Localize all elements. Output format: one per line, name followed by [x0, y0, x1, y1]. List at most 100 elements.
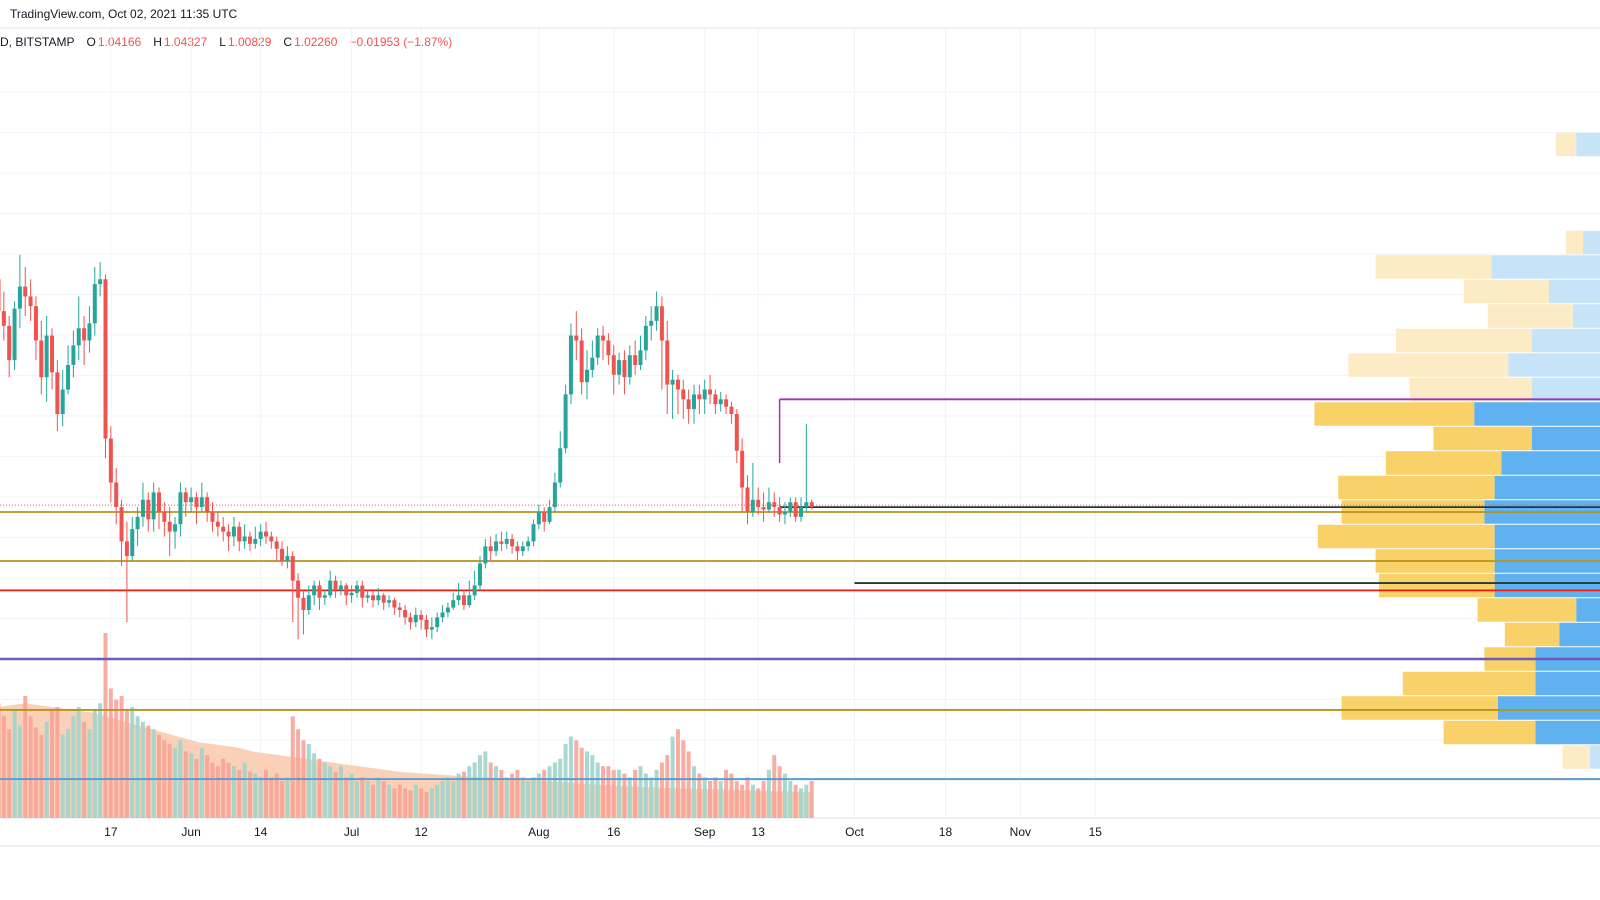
candle-body	[0, 279, 1, 312]
x-tick-label: 17	[104, 825, 118, 839]
volume-bar	[157, 734, 161, 818]
candle-body	[793, 502, 798, 517]
candle-body	[247, 536, 252, 544]
candle-body	[194, 497, 199, 508]
vp-bar-up	[1314, 402, 1475, 426]
volume-bar	[782, 773, 787, 818]
volume-bar	[686, 751, 691, 818]
candle-body	[408, 617, 413, 623]
volume-bar	[333, 771, 338, 818]
candle-body	[574, 335, 579, 341]
open-label: O	[86, 35, 96, 49]
volume-bar	[338, 766, 343, 818]
volume-bar	[258, 777, 263, 818]
candle-body	[515, 546, 520, 552]
volume-bar	[611, 769, 616, 818]
vp-bar-up	[1477, 598, 1577, 622]
volume-bar	[317, 758, 322, 818]
volume-bar	[210, 762, 215, 818]
volume-bar	[66, 729, 71, 818]
candle-body	[114, 482, 119, 508]
candle-body	[274, 541, 279, 549]
vp-bar-down	[1576, 598, 1600, 622]
volume-bar	[494, 766, 499, 818]
candle-body	[151, 492, 156, 520]
candle-body	[456, 595, 461, 601]
x-tick-label: 12	[414, 825, 428, 839]
vp-bar-up	[1379, 573, 1495, 598]
candle-body	[360, 585, 365, 598]
volume-bar	[397, 784, 402, 818]
volume-bar	[515, 769, 520, 818]
volume-bar	[435, 784, 440, 818]
volume-bar	[199, 747, 204, 818]
volume-bar	[606, 766, 611, 818]
candle-body	[258, 531, 263, 539]
volume-bar	[558, 758, 563, 818]
candle-body	[140, 499, 145, 517]
volume-bar	[39, 734, 44, 818]
volume-bar	[114, 699, 119, 818]
symbol-label: D, BITSTAMP	[0, 35, 75, 49]
volume-bar	[724, 769, 729, 818]
volume-bar	[285, 777, 290, 818]
time-axis: 17 Jun 14 Jul 12 Aug 16 Sep 13 Oct 18 Nov 15	[104, 825, 1102, 839]
candle-body	[333, 580, 338, 591]
candle-body	[601, 335, 606, 341]
candle-body	[119, 507, 124, 542]
candle-body	[306, 595, 311, 610]
candle-body	[499, 541, 504, 544]
candle-body	[108, 438, 113, 483]
volume-bar	[568, 736, 573, 818]
volume-bar	[408, 790, 413, 818]
volume-bar	[151, 729, 156, 818]
candle-body	[670, 379, 675, 385]
candle-body	[478, 563, 482, 586]
candle-body	[488, 546, 493, 552]
candle-body	[167, 521, 172, 532]
volume-bar	[322, 762, 327, 818]
volume-bar	[510, 773, 515, 818]
candle-body	[199, 497, 204, 508]
candle-body	[242, 536, 247, 542]
candle-body	[328, 580, 333, 596]
volume-bar	[697, 773, 702, 818]
volume-bar	[290, 716, 295, 818]
candle-body	[381, 595, 386, 603]
vp-bar-up	[1433, 426, 1532, 451]
candle-body	[397, 607, 402, 610]
low-label: L	[219, 35, 226, 49]
vp-bar-down	[1532, 377, 1600, 402]
candle-body	[745, 487, 750, 512]
candle-body	[124, 541, 129, 557]
candle-body	[445, 607, 450, 613]
vp-bar-up	[1348, 353, 1509, 377]
candle-body	[376, 595, 381, 601]
volume-bar	[702, 777, 707, 818]
volume-bar	[654, 769, 659, 818]
candle-body	[76, 328, 81, 346]
candle-body	[231, 526, 236, 537]
volume-bar	[76, 707, 81, 818]
volume-bar	[499, 769, 504, 818]
vp-bar-down	[1498, 696, 1600, 720]
volume-bar	[526, 781, 531, 818]
volume-bar	[349, 773, 354, 818]
candle-body	[17, 286, 22, 309]
x-tick-label: 14	[254, 825, 268, 839]
candle-body	[799, 507, 803, 517]
volume-bar	[552, 762, 557, 818]
volume-bar	[12, 710, 17, 818]
volume-bar	[627, 777, 632, 818]
candle-body	[71, 345, 76, 365]
candle-body	[130, 529, 135, 557]
candle-body	[28, 296, 33, 307]
volume-bar	[103, 633, 108, 818]
volume-bar	[269, 777, 274, 818]
candle-body	[633, 355, 638, 365]
vp-bar-down	[1572, 304, 1600, 328]
volume-bar	[274, 773, 279, 818]
candle-body	[724, 399, 729, 407]
candle-body	[1, 311, 6, 326]
